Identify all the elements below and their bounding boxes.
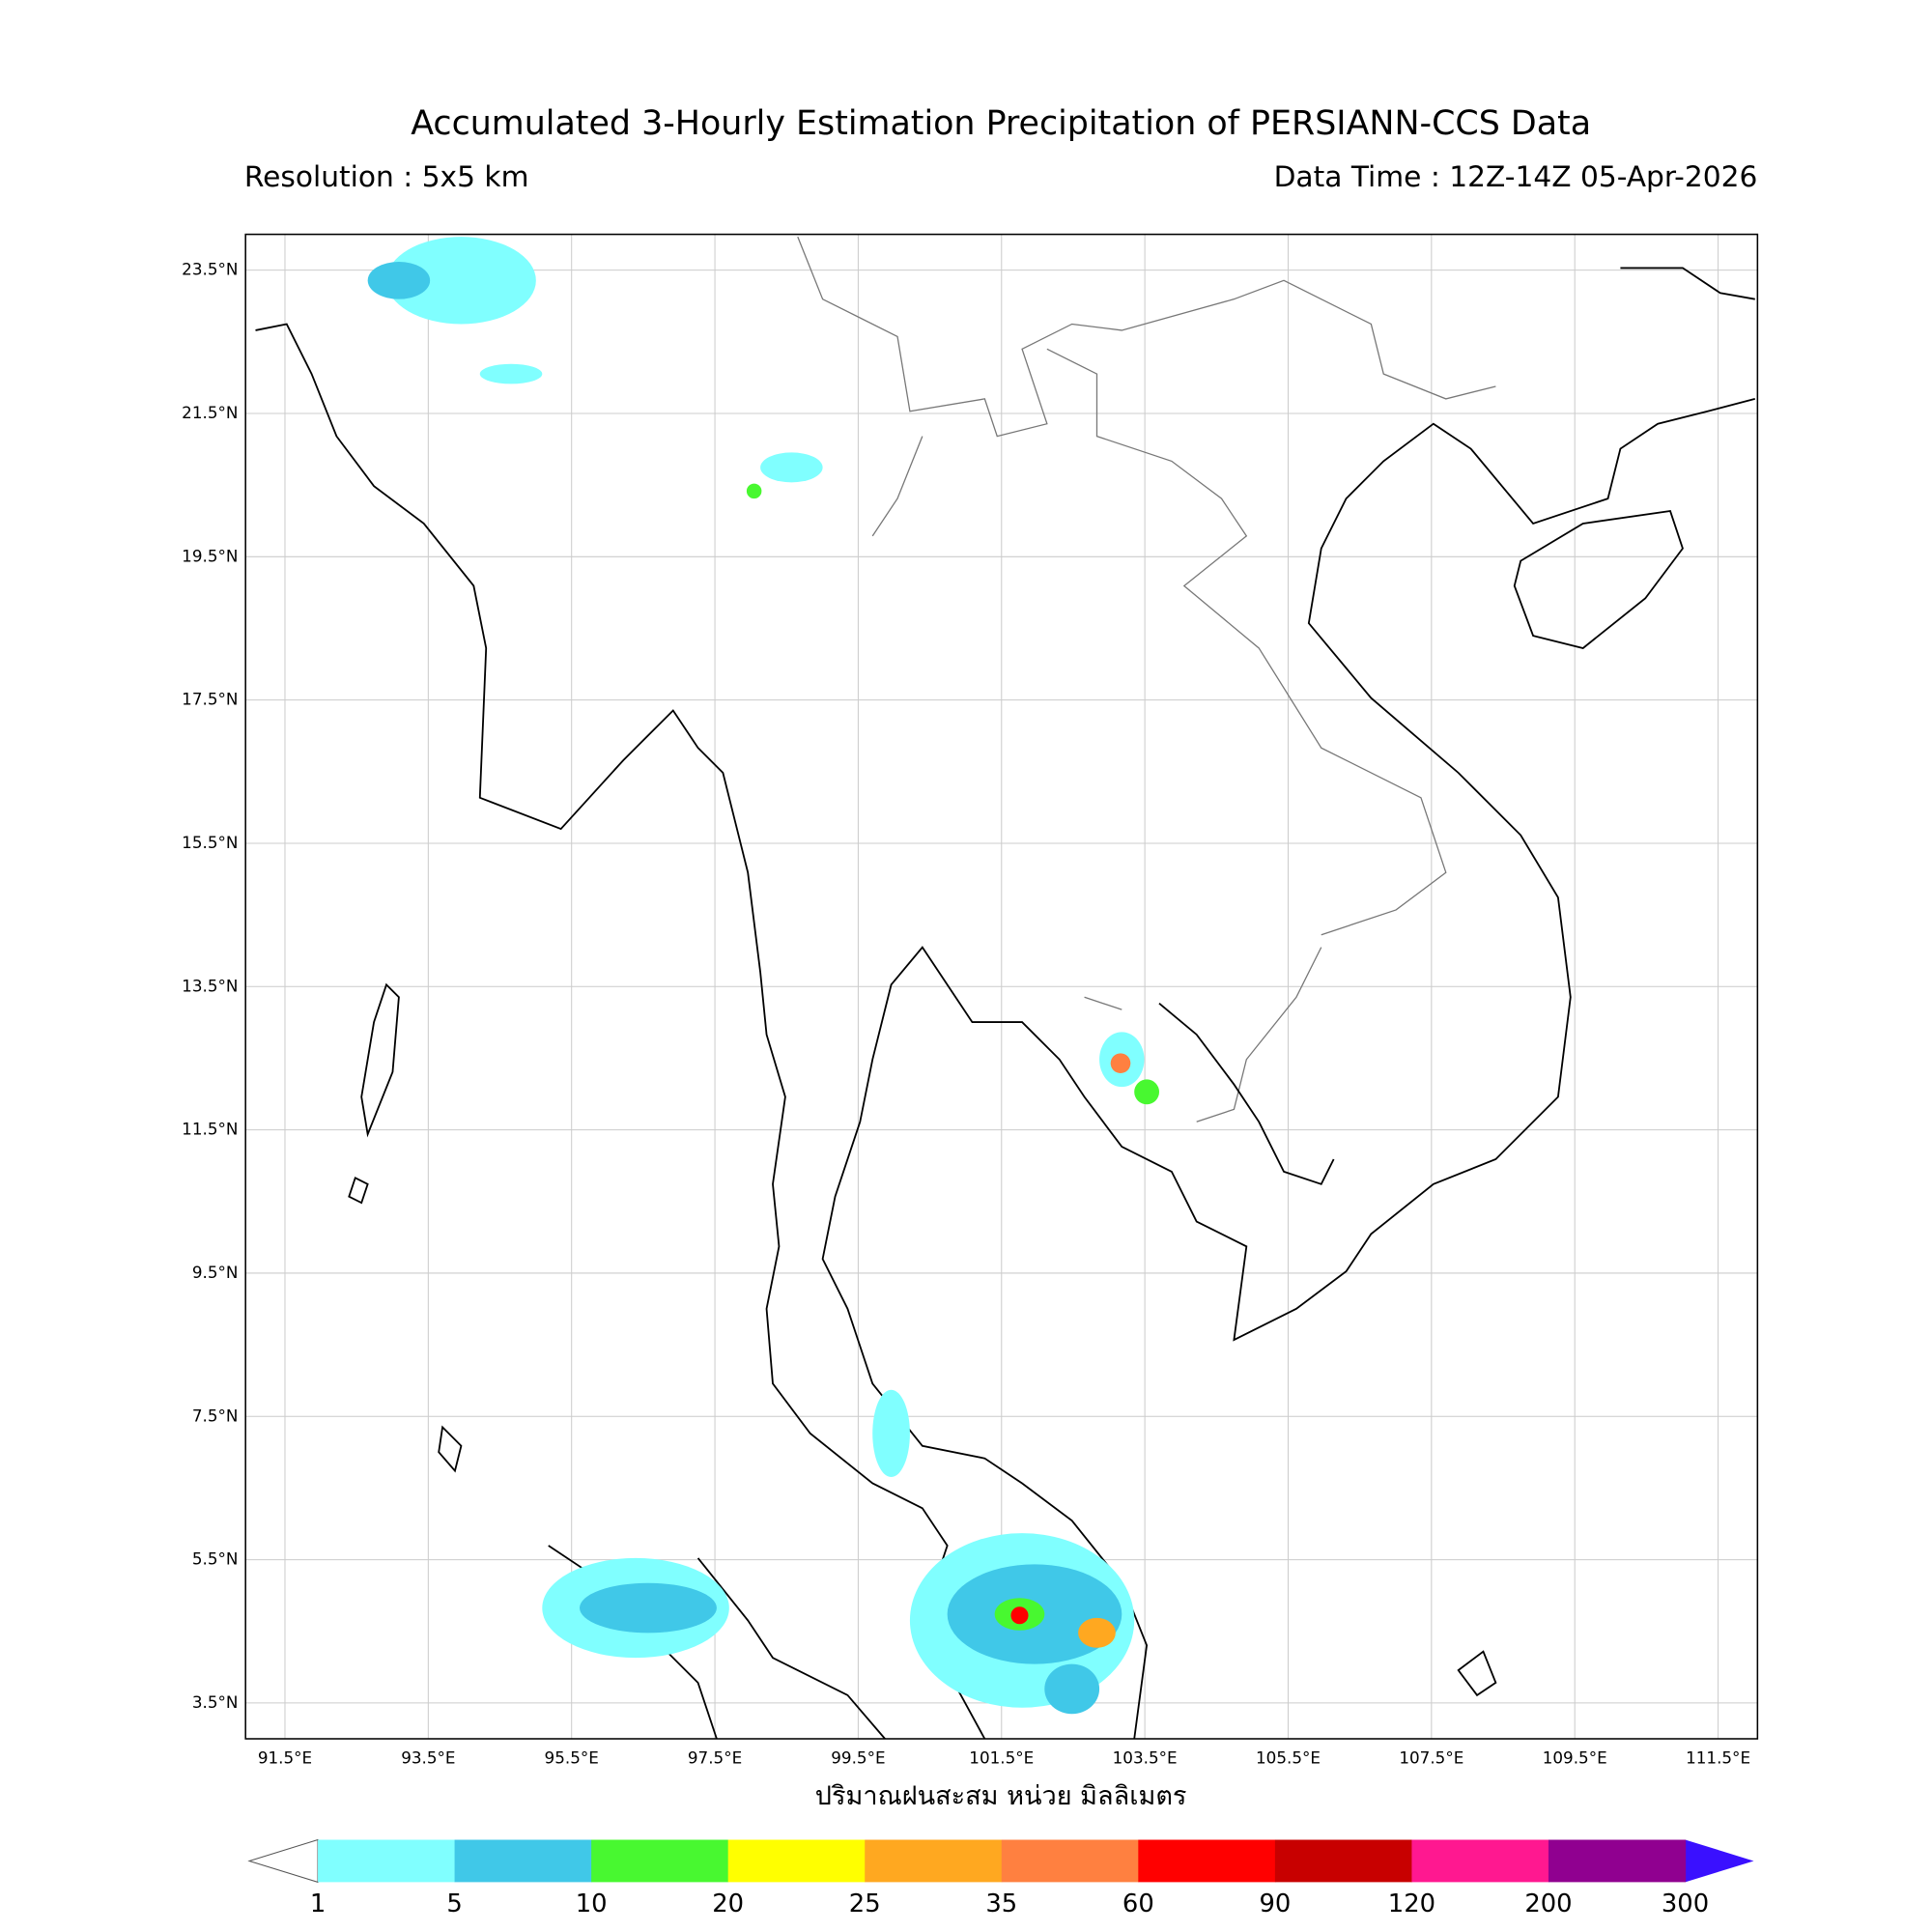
colorbar-label: 90	[1259, 1889, 1291, 1918]
colorbar-label: 5	[446, 1889, 462, 1918]
colorbar-box	[318, 1839, 456, 1883]
lon-tick-label: 101.5°E	[969, 1748, 1034, 1768]
lat-tick-label: 23.5°N	[182, 260, 238, 279]
lat-tick-label: 13.5°N	[182, 976, 238, 995]
lat-tick-label: 17.5°N	[182, 690, 238, 709]
lon-tick-label: 95.5°E	[545, 1748, 599, 1768]
colorbar-label: 120	[1388, 1889, 1435, 1918]
colorbar-box	[454, 1839, 592, 1883]
colorbar-box	[727, 1839, 866, 1883]
colorbar-box	[1411, 1839, 1549, 1883]
rain	[367, 237, 1159, 1715]
lon-tick-label: 107.5°E	[1399, 1748, 1463, 1768]
lon-tick-label: 99.5°E	[831, 1748, 885, 1768]
data-time: Data Time : 12Z-14Z 05-Apr-2026	[1274, 159, 1758, 193]
lat-tick-label: 9.5°N	[192, 1263, 239, 1282]
lon-tick-label: 93.5°E	[401, 1748, 455, 1768]
lon-tick-label: 97.5°E	[688, 1748, 742, 1768]
lat-tick-label: 7.5°N	[192, 1406, 239, 1425]
colorbar-label: 20	[712, 1889, 744, 1918]
colorbar-label: 10	[576, 1889, 608, 1918]
colorbar-label: 300	[1662, 1889, 1709, 1918]
map-frame	[244, 233, 1759, 1740]
lat-tick-label: 11.5°N	[182, 1120, 238, 1139]
lon-tick-label: 111.5°E	[1686, 1748, 1750, 1768]
lat-tick-label: 3.5°N	[192, 1692, 239, 1712]
map-features	[255, 236, 1756, 1740]
colorbar-label: 1	[310, 1889, 326, 1918]
lon-tick-label: 91.5°E	[258, 1748, 312, 1768]
colorbar-box	[1274, 1839, 1413, 1883]
colorbar-box	[591, 1839, 729, 1883]
x-label: ปริมาณฝนสะสม หน่วย มิลลิเมตร	[815, 1781, 1187, 1811]
colorbar-box	[865, 1839, 1003, 1883]
title: Accumulated 3-Hourly Estimation Precipit…	[411, 104, 1591, 143]
lat-tick-label: 19.5°N	[182, 546, 238, 565]
colorbar-box	[1138, 1839, 1276, 1883]
colorbar-label: 35	[985, 1889, 1017, 1918]
lat-tick-label: 21.5°N	[182, 403, 238, 422]
lat-tick-label: 15.5°N	[182, 833, 238, 852]
colorbar-box	[1001, 1839, 1139, 1883]
grid	[245, 234, 1758, 1739]
lon-tick-label: 109.5°E	[1543, 1748, 1607, 1768]
colorbar-label: 25	[849, 1889, 881, 1918]
colorbar-box	[1548, 1839, 1687, 1883]
colorbar-under	[247, 1838, 319, 1884]
lon-tick-label: 105.5°E	[1256, 1748, 1321, 1768]
lon-tick-label: 103.5°E	[1113, 1748, 1178, 1768]
colorbar-label: 200	[1524, 1889, 1572, 1918]
colorbar: 1 5 10 20 25 35 60 90 120 200 300	[247, 1838, 1754, 1918]
lat-tick-label: 5.5°N	[192, 1549, 239, 1569]
colorbar-label: 60	[1122, 1889, 1154, 1918]
colorbar-over	[1685, 1839, 1754, 1883]
resolution: Resolution : 5x5 km	[244, 159, 529, 193]
